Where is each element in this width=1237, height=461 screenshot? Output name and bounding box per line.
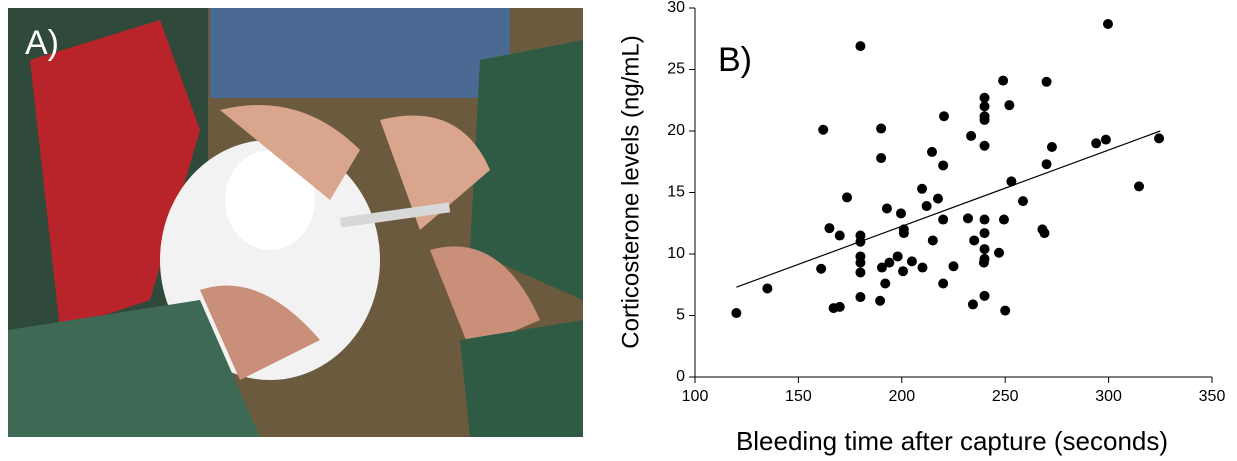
x-tick-label: 150 <box>785 388 812 405</box>
panel-label: B) <box>718 41 752 79</box>
data-point <box>906 256 917 267</box>
data-point <box>1017 196 1028 207</box>
data-point <box>816 263 827 274</box>
data-point <box>1091 138 1102 149</box>
data-point <box>966 130 977 141</box>
data-point <box>876 153 887 164</box>
y-tick-label: 0 <box>676 368 685 385</box>
data-point <box>898 266 909 277</box>
data-point <box>731 308 742 319</box>
data-point <box>979 290 990 301</box>
y-tick-label: 5 <box>676 307 685 324</box>
data-point <box>969 235 980 246</box>
data-point <box>979 214 990 225</box>
data-point <box>1041 159 1052 170</box>
y-tick-label: 25 <box>667 61 685 78</box>
data-point <box>926 146 937 157</box>
data-point <box>892 251 903 262</box>
data-point <box>979 228 990 239</box>
data-point <box>979 101 990 112</box>
data-point <box>898 224 909 235</box>
x-tick-label: 350 <box>1199 388 1226 405</box>
data-point <box>979 140 990 151</box>
data-point <box>1000 305 1011 316</box>
data-point <box>1004 100 1015 111</box>
data-point <box>841 192 852 203</box>
data-point <box>921 201 932 212</box>
panel-label: A) <box>25 24 59 62</box>
data-point <box>884 257 895 268</box>
data-point <box>938 214 949 225</box>
data-point <box>1041 76 1052 87</box>
y-tick-label: 15 <box>667 184 685 201</box>
data-point <box>1154 133 1165 144</box>
y-tick-label: 30 <box>667 0 685 16</box>
data-point <box>1046 141 1057 152</box>
x-tick-label: 300 <box>1095 388 1122 405</box>
data-point <box>824 223 835 234</box>
data-point <box>932 193 943 204</box>
data-point <box>1039 228 1050 239</box>
data-point <box>967 299 978 310</box>
data-point <box>962 213 973 224</box>
data-point <box>875 295 886 306</box>
data-point <box>855 267 866 278</box>
data-point <box>938 278 949 289</box>
data-point <box>895 208 906 219</box>
data-point <box>998 214 1009 225</box>
data-point <box>818 124 829 135</box>
data-point <box>762 283 773 294</box>
data-point <box>927 235 938 246</box>
data-point <box>880 278 891 289</box>
data-point <box>855 292 866 303</box>
y-tick-label: 10 <box>667 245 685 262</box>
data-point <box>998 75 1009 86</box>
x-axis-label: Bleeding time after capture (seconds) <box>736 426 1168 456</box>
data-point <box>1006 176 1017 187</box>
data-point <box>979 253 990 264</box>
data-point <box>881 203 892 214</box>
data-point <box>993 247 1004 258</box>
data-point <box>855 41 866 52</box>
data-point <box>876 123 887 134</box>
data-point <box>1100 134 1111 145</box>
data-point <box>834 301 845 312</box>
y-tick-label: 20 <box>667 122 685 139</box>
x-tick-label: 200 <box>888 388 915 405</box>
x-tick-label: 250 <box>992 388 1019 405</box>
data-point <box>979 244 990 255</box>
data-point <box>917 183 928 194</box>
data-point <box>938 160 949 171</box>
data-point <box>834 230 845 241</box>
data-point <box>917 262 928 273</box>
data-point <box>855 236 866 247</box>
data-point <box>876 262 887 273</box>
data-point <box>938 111 949 122</box>
photo: A) <box>8 8 583 437</box>
data-point <box>948 261 959 272</box>
data-point <box>979 92 990 103</box>
data-point <box>855 257 866 268</box>
data-point <box>1133 181 1144 192</box>
data-point <box>979 114 990 125</box>
data-point <box>1102 18 1113 29</box>
y-axis-label: Corticosterone levels (ng/mL) <box>617 35 644 348</box>
x-tick-label: 100 <box>682 388 709 405</box>
trendline <box>736 130 1161 288</box>
